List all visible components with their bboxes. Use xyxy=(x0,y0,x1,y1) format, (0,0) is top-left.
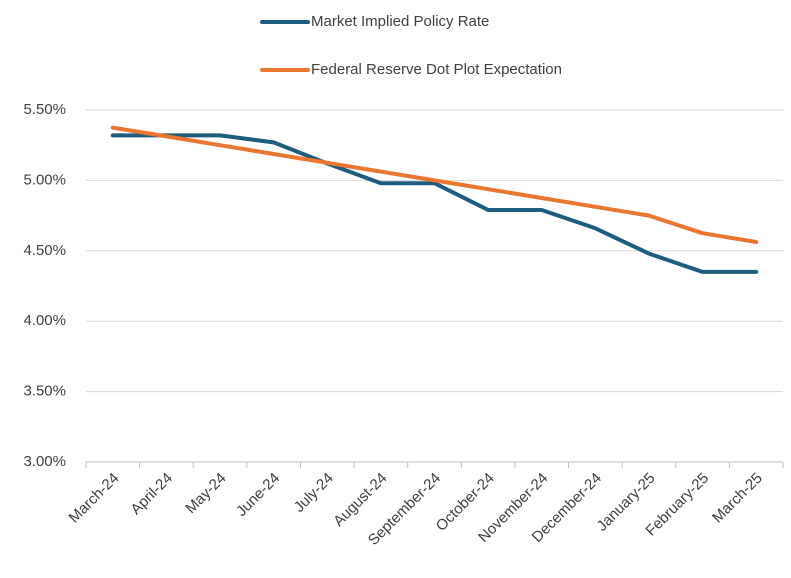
x-tick-label: April-24 xyxy=(127,470,176,519)
x-tick-label: March-24 xyxy=(66,470,123,527)
legend-label: Market Implied Policy Rate xyxy=(311,13,489,30)
series-line xyxy=(110,133,759,274)
y-tick-label: 5.00% xyxy=(23,171,66,188)
x-tick-label: May-24 xyxy=(182,470,229,517)
x-tick-label: June-24 xyxy=(233,470,283,520)
x-tick-label: July-24 xyxy=(291,470,337,516)
y-tick-label: 3.00% xyxy=(23,453,66,470)
legend-label: Federal Reserve Dot Plot Expectation xyxy=(311,61,562,78)
y-tick-label: 4.00% xyxy=(23,312,66,329)
x-tick-label: March-25 xyxy=(709,470,766,527)
y-tick-label: 5.50% xyxy=(23,101,66,118)
y-tick-label: 4.50% xyxy=(23,242,66,259)
series-line xyxy=(110,125,759,244)
y-tick-label: 3.50% xyxy=(23,383,66,400)
